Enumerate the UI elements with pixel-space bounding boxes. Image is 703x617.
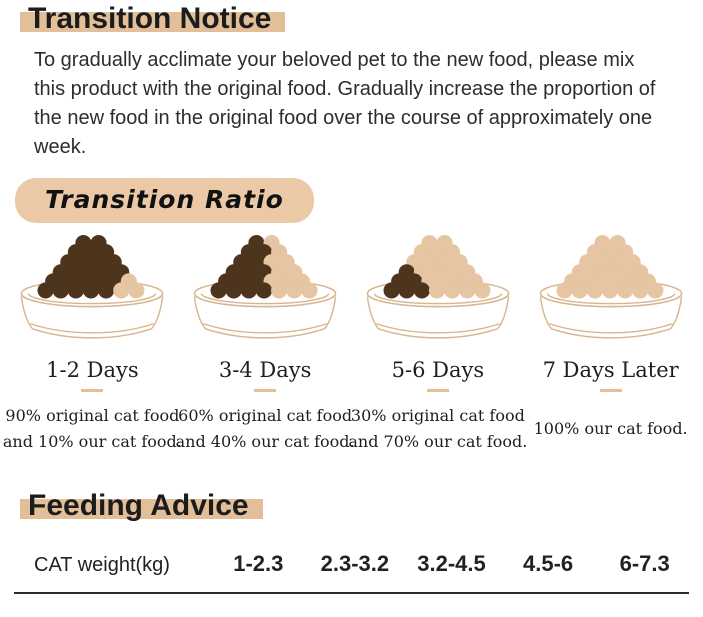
feed-row: Daily reference feed(g) 15-25 25-35 35-4…	[10, 613, 693, 617]
stage-1-ratio-text: 90% original cat food and 10% our cat fo…	[3, 403, 182, 455]
feed-value: 40-65	[500, 613, 597, 617]
stage-3-ratio-line1: 30% original cat food	[350, 406, 525, 425]
weight-value: 1-2.3	[233, 551, 284, 576]
feed-value: 25-35	[307, 613, 404, 617]
stage-4-ratio-text: 100% our cat food.	[534, 416, 688, 442]
feeding-advice-title: Feeding Advice	[20, 489, 263, 523]
transition-ratio-title: Transition Ratio	[15, 178, 314, 223]
weight-value: 3.2-4.5	[417, 551, 486, 576]
stage-3-underline	[426, 389, 449, 392]
feed-value: 35-40	[403, 613, 500, 617]
feed-value: 15-25	[210, 613, 307, 617]
stage-2-day-label: 3-4 Days	[218, 358, 312, 382]
stage-4-day-label: 7 Days Later	[542, 358, 679, 382]
transition-stage-3: 5-6 Days 30% original cat food and 70% o…	[348, 235, 527, 455]
feeding-advice-heading: Feeding Advice	[20, 489, 703, 523]
food-bowl-30-70-icon	[366, 235, 510, 339]
food-bowl-100-new-icon	[539, 235, 682, 339]
transition-notice-body: To gradually acclimate your beloved pet …	[34, 49, 656, 158]
feeding-table: CAT weight(kg) 1-2.3 2.3-3.2 3.2-4.5 4.5…	[0, 551, 703, 617]
weight-value: 4.5-6	[523, 551, 574, 576]
stage-3-day-label: 5-6 Days	[391, 358, 485, 382]
stage-4-ratio-line1: 100% our cat food.	[533, 419, 688, 438]
transition-stage-2: 3-4 Days 60% original cat food and 40% o…	[176, 235, 355, 455]
stage-1-underline	[81, 389, 104, 392]
transition-notice-heading: Transition Notice	[20, 2, 703, 36]
stage-2-ratio-line2: and 40% our cat food.	[175, 432, 355, 451]
weight-value: 2.3-3.2	[320, 551, 390, 576]
food-bowl-60-40-icon	[193, 235, 337, 339]
stage-2-ratio-line1: 60% original cat food	[178, 406, 353, 425]
stage-3-ratio-line2: and 70% our cat food.	[348, 432, 528, 451]
stage-1-ratio-line2: and 10% our cat food.	[2, 432, 182, 451]
stage-1-day-label: 1-2 Days	[46, 358, 139, 382]
weight-value: 6-7.3	[619, 551, 670, 576]
stage-3-ratio-text: 30% original cat food and 70% our cat fo…	[348, 403, 527, 455]
stage-4-underline	[599, 389, 622, 392]
stage-2-ratio-text: 60% original cat food and 40% our cat fo…	[176, 403, 355, 455]
table-divider	[14, 592, 689, 594]
feed-value: 65-90	[596, 613, 693, 617]
food-bowl-90-10-icon	[21, 235, 164, 339]
transition-stages: 1-2 Days 90% original cat food and 10% o…	[0, 235, 703, 455]
transition-stage-4: 7 Days Later 100% our cat food.	[524, 235, 697, 455]
stage-2-underline	[254, 389, 277, 392]
weight-row-label: CAT weight(kg)	[34, 554, 170, 576]
transition-stage-1: 1-2 Days 90% original cat food and 10% o…	[3, 235, 182, 455]
weight-row: CAT weight(kg) 1-2.3 2.3-3.2 3.2-4.5 4.5…	[10, 551, 693, 577]
stage-1-ratio-line1: 90% original cat food	[5, 406, 180, 425]
transition-notice-title: Transition Notice	[20, 2, 286, 36]
